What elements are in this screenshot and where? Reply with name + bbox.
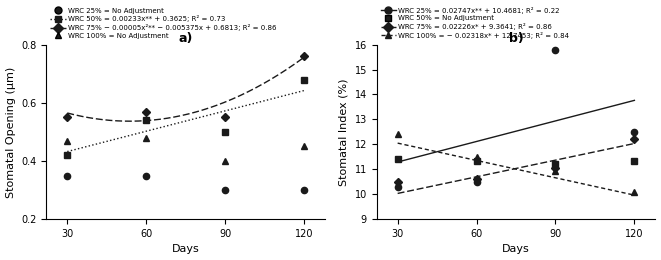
X-axis label: Days: Days [172,244,200,255]
X-axis label: Days: Days [502,244,530,255]
Y-axis label: Stomatal Index (%): Stomatal Index (%) [339,78,349,186]
Title: a): a) [178,32,193,45]
Y-axis label: Stomatal Opening (μm): Stomatal Opening (μm) [5,66,16,198]
Legend: WRC 25% = 0.02747x** + 10.4681; R² = 0.22, WRC 50% = No Adjustment, WRC 75% = 0.: WRC 25% = 0.02747x** + 10.4681; R² = 0.2… [380,6,570,40]
Legend: WRC 25% = No Adjustment, WRC 50% = 0.00233x** + 0.3625; R² = 0.73, WRC 75% − 0.0: WRC 25% = No Adjustment, WRC 50% = 0.002… [50,7,277,40]
Title: b): b) [509,32,524,45]
